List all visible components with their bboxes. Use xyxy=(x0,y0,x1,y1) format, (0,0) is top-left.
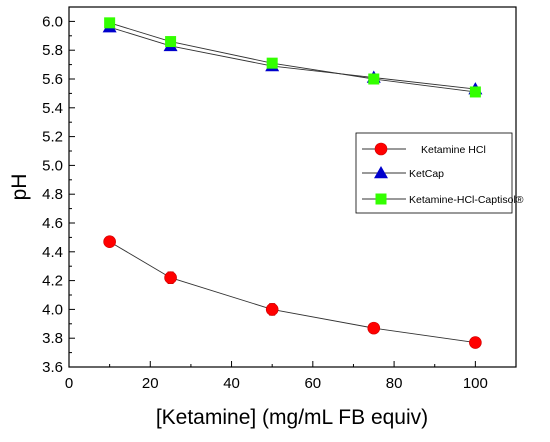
y-tick-label: 5.8 xyxy=(42,42,63,59)
legend-marker xyxy=(374,166,388,179)
legend-marker xyxy=(375,193,387,205)
y-axis: 3.6 3.8 4.0 4.2 4.4 4.6 4.8 5.0 5.2 5.4 5.6 5.8 6.0 xyxy=(42,13,75,376)
y-axis-title: pH xyxy=(8,174,31,201)
data-point xyxy=(266,57,278,69)
data-point xyxy=(164,271,177,285)
plot-frame xyxy=(68,6,517,368)
x-axis-title: [Ketamine] (mg/mL FB equiv) xyxy=(156,406,428,429)
legend-label: Ketamine HCl xyxy=(421,144,486,156)
y-tick-label: 4.6 xyxy=(42,215,63,232)
data-point xyxy=(165,36,177,48)
y-tick-label: 4.2 xyxy=(42,273,63,290)
series-line xyxy=(109,26,476,90)
y-tick-label: 3.8 xyxy=(42,330,63,347)
y-tick-label: 5.0 xyxy=(42,157,63,174)
data-point xyxy=(367,321,381,335)
legend-marker xyxy=(374,142,388,156)
data-point xyxy=(469,86,481,98)
x-axis: 0 20 40 60 80 100 xyxy=(65,361,488,392)
x-tick-label: 0 xyxy=(65,375,73,392)
data-point xyxy=(265,303,279,316)
y-tick-label: 6.0 xyxy=(42,13,63,30)
y-tick-label: 4.4 xyxy=(42,244,63,261)
data-point xyxy=(469,336,482,349)
y-tick-label: 3.6 xyxy=(42,359,63,376)
data-point xyxy=(368,73,380,85)
x-tick-label: 20 xyxy=(142,375,159,392)
data-point xyxy=(104,17,116,29)
data-point xyxy=(103,235,116,249)
y-tick-label: 5.2 xyxy=(42,129,63,146)
x-tick-label: 80 xyxy=(386,375,403,392)
series-line xyxy=(109,241,476,343)
legend: Ketamine HCl KetCap Ketamine-HCl-Captisol® xyxy=(355,132,524,214)
legend-label: Ketamine-HCl-Captisol® xyxy=(409,194,524,206)
series-line xyxy=(109,22,476,93)
legend-label: KetCap xyxy=(409,168,444,180)
x-tick-label: 60 xyxy=(304,375,321,392)
series-layer xyxy=(102,17,483,349)
x-tick-label: 40 xyxy=(223,375,240,392)
x-tick-label: 100 xyxy=(463,375,488,392)
y-tick-label: 4.8 xyxy=(42,186,63,203)
y-tick-label: 4.0 xyxy=(42,301,63,318)
y-tick-label: 5.4 xyxy=(42,100,63,117)
y-tick-label: 5.6 xyxy=(42,71,63,88)
